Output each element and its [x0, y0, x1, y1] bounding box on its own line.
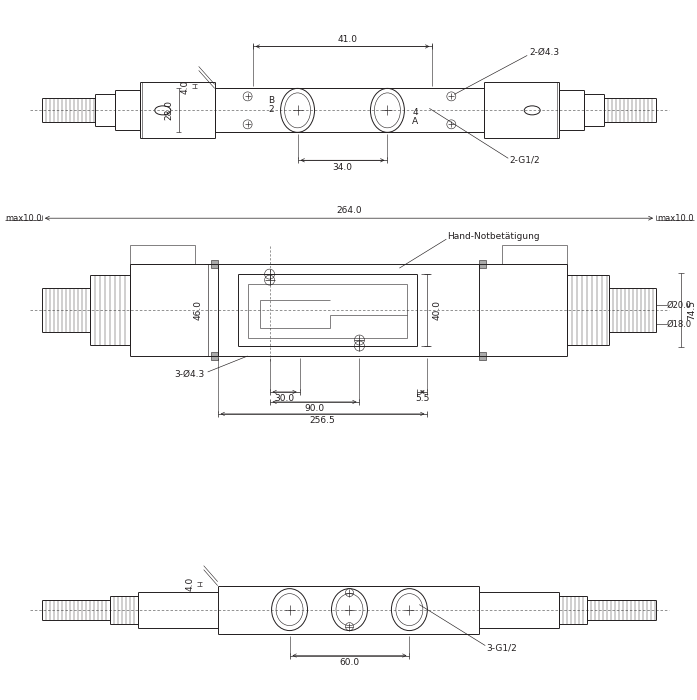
Text: max10.0: max10.0: [657, 214, 694, 223]
Text: 74.5: 74.5: [687, 300, 696, 320]
Text: B: B: [268, 96, 275, 105]
Text: 3-Ø4.3: 3-Ø4.3: [174, 370, 205, 379]
Text: max10.0: max10.0: [5, 214, 42, 223]
Text: 90.0: 90.0: [305, 405, 325, 414]
Text: 46.0: 46.0: [193, 300, 202, 320]
Bar: [210, 260, 217, 268]
Bar: [210, 352, 217, 360]
Bar: [480, 352, 487, 360]
Text: 41.0: 41.0: [337, 35, 358, 44]
Text: 40.0: 40.0: [433, 300, 442, 320]
Text: 60.0: 60.0: [339, 658, 360, 667]
Text: 4.0: 4.0: [185, 577, 194, 591]
Text: 2-G1/2: 2-G1/2: [510, 156, 540, 164]
Text: Hand-Notbetätigung: Hand-Notbetätigung: [447, 232, 540, 241]
Text: 2-Ø4.3: 2-Ø4.3: [529, 48, 559, 57]
Text: 5.5: 5.5: [415, 394, 429, 403]
Text: A: A: [413, 117, 418, 126]
Bar: [480, 260, 487, 268]
Text: Ø18.0: Ø18.0: [667, 319, 692, 328]
Text: Ø20.0: Ø20.0: [667, 300, 692, 309]
Text: 2: 2: [269, 105, 275, 114]
Text: 34.0: 34.0: [332, 163, 353, 172]
Text: 30.0: 30.0: [275, 394, 295, 403]
Text: 3-G1/2: 3-G1/2: [487, 643, 517, 652]
Text: 4.0: 4.0: [181, 79, 189, 94]
Text: 264.0: 264.0: [337, 206, 362, 215]
Text: 256.5: 256.5: [309, 416, 335, 426]
Text: 28.0: 28.0: [164, 100, 174, 120]
Text: 4: 4: [413, 108, 418, 117]
